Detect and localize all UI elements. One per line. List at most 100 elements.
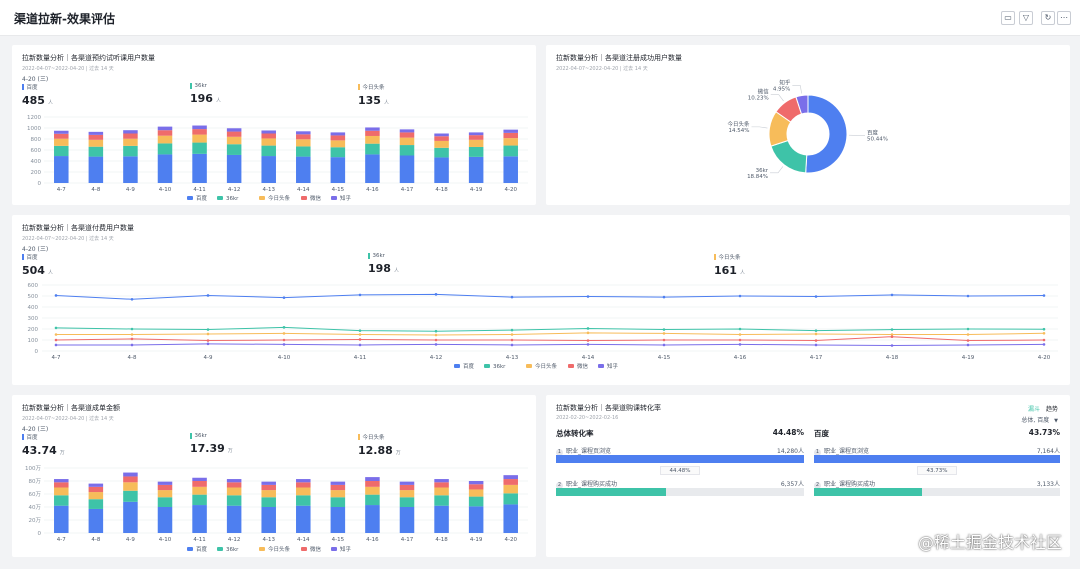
bar-segment [434,133,449,137]
data-point [282,343,286,346]
legend-label: 今日头条 [535,362,558,370]
bar-segment [157,497,173,507]
bar-segment [226,131,242,137]
card-date: 4-20 (三) [22,246,49,253]
bar-segment [226,505,242,533]
pie-slice [795,94,809,115]
data-point [1042,327,1046,331]
chart-paid-users: 0 100 200 300 400 500 600 4-7 4-8 4-9 4-10 4-11 4-12… [28,283,1058,370]
bar-segment [88,134,104,140]
bar-segment [54,156,69,183]
bar-segment [503,479,518,485]
data-point [890,328,894,331]
slice-name: 微信 [758,88,770,96]
x-tick-label: 4-14 [297,187,310,193]
chart-trial-users: 0 200 400 600 800 1000 1200 4-7 4-8 4-9 4-10 4-11 4-… [27,115,528,202]
data-point [358,338,362,341]
data-point [434,338,438,342]
funnel-name: 百度 [814,429,829,438]
data-point [510,343,514,347]
bar-segment [123,472,138,477]
kpi-unit: 万 [395,450,401,456]
x-tick-label: 4-20 [504,537,517,543]
legend-swatch [331,547,337,551]
bar-segment [296,156,311,183]
legend-swatch [301,547,307,551]
bar-segment [157,135,173,144]
kpi-label: 百度 [26,85,38,91]
kpi-label: 百度 [26,255,38,261]
legend-label: 知乎 [340,194,352,202]
data-point [358,343,362,347]
bar-segment [123,156,138,183]
data-point [814,329,818,332]
y-tick-label: 100 [28,338,39,344]
funnel-name: 总体转化率 [556,429,594,438]
x-tick-label: 4-10 [278,355,291,361]
data-point [510,333,514,336]
bar-segment [296,131,311,135]
bar-segment [54,482,69,488]
label-leader [792,85,802,94]
legend-swatch [484,364,490,368]
funnel-bar-2 [556,488,804,496]
toggle-funnel[interactable]: 漏斗 [1028,406,1041,413]
x-tick-label: 4-13 [506,355,519,361]
kpi-unit: 万 [59,450,65,456]
kpi-unit: 人 [383,100,389,106]
x-tick-label: 4-13 [262,537,275,543]
bar-segment [330,140,346,148]
data-point [358,333,362,336]
legend-label: 知乎 [340,545,352,553]
bar-segment [365,477,380,481]
y-tick-label: 400 [31,159,42,165]
data-point [586,331,590,335]
x-tick-label: 4-9 [126,537,135,543]
bar-segment [88,156,104,183]
kpi-color-marker [714,254,716,260]
step-label: 职业_课程购买成功 [566,481,618,488]
x-tick-label: 4-19 [470,187,483,193]
funnel-step-rate: 43.73% [917,466,957,475]
kpi-color-marker [368,253,370,259]
slice-percent: 50.44% [867,136,888,142]
bar-segment [330,490,346,498]
data-point [1042,343,1046,346]
legend-swatch [568,364,574,368]
bar-segment [192,505,207,533]
data-point [54,326,58,330]
bar-segment [399,484,415,491]
bar-segment [157,484,173,491]
data-point [1042,331,1046,335]
bar-segment [468,484,484,490]
bar-segment [503,129,518,133]
x-tick-label: 4-17 [810,355,823,361]
refresh-icon[interactable]: ↻ [1041,11,1055,25]
save-icon[interactable]: ▭ [1001,11,1015,25]
legend-swatch [187,196,193,200]
x-tick-label: 4-12 [430,355,442,361]
data-point [282,332,286,335]
series-line-0 [55,293,1045,300]
toggle-trend[interactable]: 趋势 [1045,406,1058,413]
x-tick-label: 4-11 [193,537,205,543]
bar-segment [226,128,242,132]
bar-segment [503,138,518,146]
bar-segment [468,139,484,147]
slice-percent: 14.54% [729,128,750,134]
bar-segment [123,130,138,134]
segment-dropdown[interactable]: 总体, 百度 ▼ [1021,415,1058,424]
kpi-color-marker [22,254,24,260]
bar-segment [192,477,207,481]
bar-segment [468,489,484,497]
kpi-toutiao: 今日头条 135 人 [358,83,389,107]
kpi-color-marker [358,84,360,90]
y-tick-label: 200 [31,170,42,176]
legend-swatch [259,196,265,200]
filter-icon[interactable]: ▽ [1019,11,1033,25]
data-point [814,343,818,347]
funnel-bar-fill [814,455,1060,463]
more-icon[interactable]: ⋯ [1057,11,1071,25]
data-point [510,338,514,342]
kpi-36kr: 36kr 198 人 [368,253,399,275]
